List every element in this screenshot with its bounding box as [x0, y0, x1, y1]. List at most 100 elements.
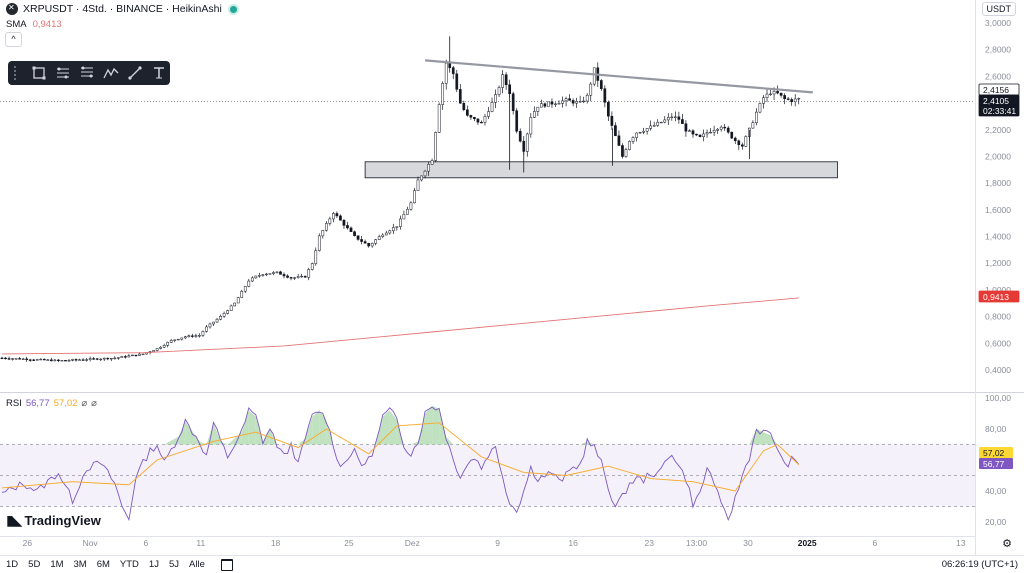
time-tick-label: 30 — [743, 538, 753, 548]
rsi-legend[interactable]: RSI 56,77 57,02 ⌀ ⌀ — [6, 398, 97, 409]
calendar-icon[interactable] — [220, 558, 233, 571]
candle-body — [494, 94, 497, 103]
candle-body — [310, 263, 314, 270]
time-tick-label: 23 — [645, 538, 655, 548]
candle-body — [71, 359, 74, 361]
candle-body — [183, 336, 187, 339]
candle-body — [236, 297, 240, 304]
tradingview-logo[interactable]: ▮◣ TradingView — [6, 512, 101, 529]
candle-body — [628, 141, 631, 150]
candle-body — [215, 318, 219, 323]
timeframe-ytd[interactable]: YTD — [119, 559, 139, 570]
drag-handle-icon[interactable] — [14, 66, 22, 80]
candle-body — [208, 323, 212, 328]
timeframe-3m[interactable]: 3M — [73, 559, 87, 570]
candle-body — [451, 67, 455, 75]
candle-body — [635, 132, 638, 138]
timeframe-5d[interactable]: 5D — [28, 559, 41, 570]
timeframe-6m[interactable]: 6M — [96, 559, 110, 570]
price-tick-label: 0,8000 — [985, 312, 1011, 322]
candle-body — [384, 232, 388, 236]
symbol-title[interactable]: XRPUSDT · 4Std. · BINANCE · HeikinAshi — [23, 3, 222, 15]
candle-body — [709, 131, 712, 134]
gear-icon[interactable]: ⚙ — [1002, 538, 1012, 550]
collapse-legend-button[interactable]: ^ — [5, 32, 22, 47]
time-tick-label: 16 — [568, 538, 578, 548]
channel-icon[interactable] — [54, 64, 72, 82]
candle-body — [50, 359, 53, 362]
clock-readout[interactable]: 06:26:19 (UTC+1) — [941, 559, 1018, 570]
candle-body — [427, 164, 430, 172]
candle-body — [395, 226, 399, 228]
trendline-icon[interactable] — [126, 64, 144, 82]
price-label-box — [978, 104, 1020, 117]
timeframe-5j[interactable]: 5J — [168, 559, 180, 570]
candle-body — [21, 358, 25, 360]
candle-body — [226, 310, 229, 314]
timeframe-alle[interactable]: Alle — [189, 559, 205, 570]
candle-body — [698, 134, 702, 137]
candle-body — [469, 115, 473, 118]
timeframe-1m[interactable]: 1M — [50, 559, 64, 570]
pattern-icon[interactable] — [102, 64, 120, 82]
timeframe-1j[interactable]: 1J — [148, 559, 159, 570]
time-tick-label: 13 — [956, 538, 966, 548]
rsi-overbought-fill — [763, 432, 771, 445]
candle-body — [406, 209, 409, 215]
candle-body — [134, 354, 138, 357]
candle-body — [173, 339, 177, 341]
candle-body — [416, 179, 420, 191]
candle-body — [399, 218, 402, 227]
candle-body — [342, 220, 346, 226]
rsi-overbought-fill — [319, 410, 327, 445]
candle-body — [332, 213, 335, 220]
text-tool-icon[interactable] — [150, 64, 168, 82]
candle-body — [377, 236, 381, 240]
candles — [0, 36, 801, 363]
candle-body — [656, 122, 660, 126]
candle-body — [261, 274, 265, 276]
price-tick-label: 3,0000 — [985, 18, 1011, 28]
candle-body — [797, 98, 801, 100]
candle-body — [786, 98, 790, 100]
candle-body — [187, 335, 191, 337]
candle-body — [67, 360, 71, 362]
candle-body — [272, 272, 275, 274]
candle-body — [790, 99, 794, 103]
timeframe-1d[interactable]: 1D — [6, 559, 19, 570]
fib-icon[interactable] — [78, 64, 96, 82]
candle-body — [480, 121, 483, 124]
rsi-overbought-fill — [587, 441, 595, 445]
sma-legend[interactable]: SMA 0,9413 — [6, 19, 62, 30]
rsi-overbought-fill — [389, 410, 397, 445]
candle-body — [751, 122, 755, 129]
candle-body — [92, 358, 96, 360]
candle-body — [441, 83, 445, 105]
candle-body — [314, 250, 318, 264]
candle-body — [388, 230, 392, 234]
sma-label: SMA — [6, 19, 27, 30]
candle-body — [673, 116, 677, 118]
candle-body — [712, 130, 716, 133]
rectangle-icon[interactable] — [30, 64, 48, 82]
candle-body — [409, 202, 413, 210]
candle-body — [681, 119, 684, 124]
candle-body — [532, 111, 536, 118]
rsi-ma-value: 57,02 — [53, 398, 78, 409]
rsi-tick-label: 80,00 — [985, 424, 1007, 434]
currency-button[interactable]: USDT — [981, 2, 1016, 16]
candle-body — [254, 275, 258, 279]
candle-body — [430, 160, 434, 165]
candle-body — [547, 101, 550, 107]
candle-body — [610, 115, 614, 126]
candle-body — [374, 239, 378, 244]
candle-body — [391, 227, 395, 232]
candle-body — [465, 109, 469, 116]
candle-body — [543, 103, 547, 107]
rsi-overbought-fill — [248, 410, 256, 445]
candle-body — [363, 241, 367, 244]
rsi-overbought-fill — [312, 410, 320, 445]
rsi-value-label: 57,02 — [983, 448, 1005, 458]
time-tick-label: Dez — [405, 538, 420, 548]
